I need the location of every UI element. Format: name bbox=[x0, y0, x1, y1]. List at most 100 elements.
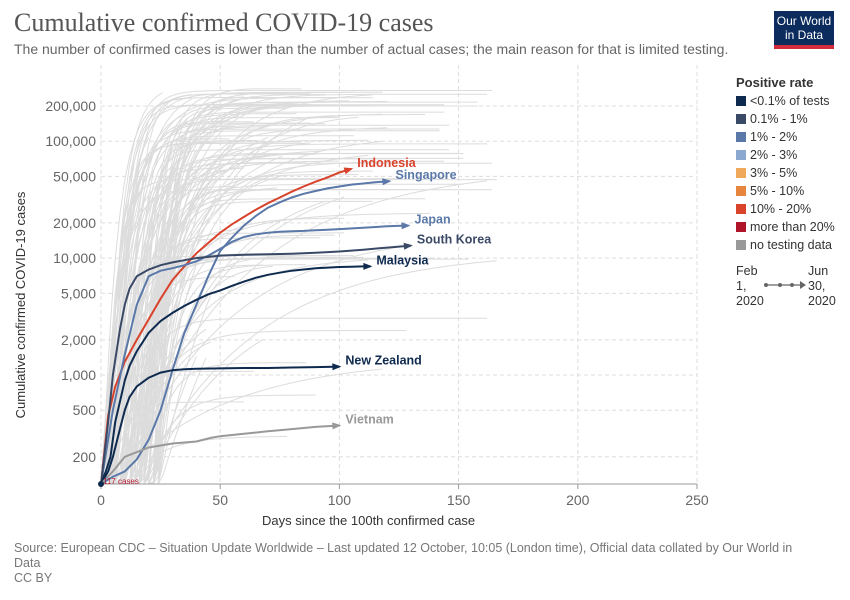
legend-label: 10% - 20% bbox=[750, 202, 811, 216]
legend-label: 0.1% - 1% bbox=[750, 112, 808, 126]
legend-swatch bbox=[736, 114, 746, 124]
background-country-line bbox=[101, 155, 283, 485]
legend-item[interactable]: 1% - 2% bbox=[736, 130, 797, 144]
logo-line-2: in Data bbox=[784, 28, 824, 42]
background-country-line bbox=[101, 105, 478, 485]
y-axis-label: Cumulative confirmed COVID-19 cases bbox=[13, 191, 28, 418]
legend-item[interactable]: 2% - 3% bbox=[736, 148, 797, 162]
background-country-line bbox=[101, 260, 497, 485]
background-country-line bbox=[101, 104, 445, 485]
series-japan[interactable]: Japan bbox=[100, 213, 451, 485]
series-arrowhead bbox=[332, 363, 342, 371]
gridlines: 2005001,0002,0005,00010,00020,00050,0001… bbox=[45, 65, 709, 508]
series-vietnam[interactable]: Vietnam bbox=[100, 413, 394, 485]
background-country-line bbox=[101, 94, 373, 485]
x-tick-label: 50 bbox=[212, 492, 228, 508]
y-tick-label: 500 bbox=[73, 402, 97, 418]
series-label[interactable]: Malaysia bbox=[376, 253, 429, 267]
legend-label: <0.1% of tests bbox=[750, 94, 830, 108]
legend-item[interactable]: 3% - 5% bbox=[736, 166, 797, 180]
legend-item[interactable]: no testing data bbox=[736, 238, 832, 252]
footer: Source: European CDC – Situation Update … bbox=[14, 541, 814, 586]
background-country-line bbox=[101, 187, 278, 485]
series-line bbox=[100, 167, 352, 485]
legend-label: 5% - 10% bbox=[750, 184, 804, 198]
legend-swatch bbox=[736, 204, 746, 214]
series-line bbox=[100, 365, 340, 485]
series-line bbox=[100, 244, 411, 485]
background-country-line bbox=[101, 180, 488, 485]
y-tick-label: 20,000 bbox=[53, 215, 96, 231]
axes bbox=[100, 483, 698, 489]
legend-label: 2% - 3% bbox=[750, 148, 797, 162]
legend: Positive rate <0.1% of tests 0.1% - 1% 1% … bbox=[736, 75, 835, 252]
legend-swatch bbox=[736, 96, 746, 106]
timeline-start-month: Feb bbox=[736, 264, 758, 278]
legend-label: more than 20% bbox=[750, 220, 835, 234]
background-country-lines bbox=[100, 88, 497, 485]
background-country-line bbox=[101, 162, 492, 485]
series-line bbox=[100, 424, 340, 485]
background-country-line bbox=[101, 200, 326, 485]
y-tick-label: 200 bbox=[73, 449, 97, 465]
background-country-line bbox=[100, 115, 183, 485]
legend-item[interactable]: 10% - 20% bbox=[736, 202, 811, 216]
timeline-dot bbox=[790, 283, 794, 287]
x-tick-label: 200 bbox=[566, 492, 590, 508]
series-malaysia[interactable]: Malaysia bbox=[100, 253, 430, 485]
series-south-korea[interactable]: South Korea bbox=[100, 233, 492, 485]
legend-label: 3% - 5% bbox=[750, 166, 797, 180]
legend-swatch bbox=[736, 222, 746, 232]
background-country-line bbox=[101, 158, 402, 485]
chart-title: Cumulative confirmed COVID-19 cases bbox=[14, 8, 434, 37]
legend-item[interactable]: 5% - 10% bbox=[736, 184, 804, 198]
y-tick-label: 100,000 bbox=[45, 133, 96, 149]
chart-subtitle: The number of confirmed cases is lower t… bbox=[14, 41, 729, 57]
background-country-line bbox=[101, 105, 378, 485]
timeline[interactable]: Feb 1, 2020 Jun 30, 2020 bbox=[736, 264, 836, 308]
series-arrowhead bbox=[363, 262, 373, 270]
series-label[interactable]: Japan bbox=[415, 213, 451, 227]
series-singapore[interactable]: Singapore bbox=[100, 168, 457, 485]
series-new-zealand[interactable]: New Zealand bbox=[100, 354, 422, 485]
timeline-start-year: 2020 bbox=[736, 294, 764, 308]
background-country-line bbox=[101, 120, 230, 485]
timeline-handle-start[interactable] bbox=[764, 283, 768, 287]
y-tick-label: 5,000 bbox=[61, 285, 96, 301]
legend-swatch bbox=[736, 186, 746, 196]
series-line bbox=[100, 265, 371, 485]
series-label[interactable]: Vietnam bbox=[345, 413, 393, 427]
series-label[interactable]: South Korea bbox=[417, 233, 492, 247]
baseline-dot bbox=[98, 481, 104, 487]
background-country-line bbox=[101, 90, 492, 485]
series-arrowhead bbox=[403, 242, 413, 250]
y-tick-label: 200,000 bbox=[45, 98, 96, 114]
series-label[interactable]: Singapore bbox=[396, 168, 457, 182]
x-tick-label: 150 bbox=[447, 492, 471, 508]
series-indonesia[interactable]: Indonesia bbox=[100, 156, 417, 485]
background-country-line bbox=[101, 153, 316, 485]
background-country-line bbox=[101, 97, 373, 485]
background-country-line bbox=[101, 140, 383, 485]
baseline-label: 117 cases bbox=[103, 477, 139, 486]
series-label[interactable]: New Zealand bbox=[345, 354, 421, 368]
x-tick-label: 0 bbox=[97, 492, 105, 508]
legend-item[interactable]: <0.1% of tests bbox=[736, 94, 830, 108]
legend-swatch bbox=[736, 132, 746, 142]
timeline-handle-end[interactable] bbox=[800, 281, 806, 289]
y-tick-label: 2,000 bbox=[61, 332, 96, 348]
legend-item[interactable]: 0.1% - 1% bbox=[736, 112, 808, 126]
legend-item[interactable]: more than 20% bbox=[736, 220, 835, 234]
x-tick-label: 250 bbox=[685, 492, 709, 508]
timeline-start-day: 1, bbox=[736, 279, 746, 293]
x-tick-label: 100 bbox=[328, 492, 352, 508]
owid-logo[interactable]: Our World in Data bbox=[774, 11, 834, 49]
series-label[interactable]: Indonesia bbox=[357, 156, 416, 170]
background-country-line bbox=[101, 136, 269, 485]
timeline-dot bbox=[778, 283, 782, 287]
legend-title: Positive rate bbox=[736, 75, 813, 90]
legend-label: 1% - 2% bbox=[750, 130, 797, 144]
background-country-line bbox=[101, 149, 450, 485]
